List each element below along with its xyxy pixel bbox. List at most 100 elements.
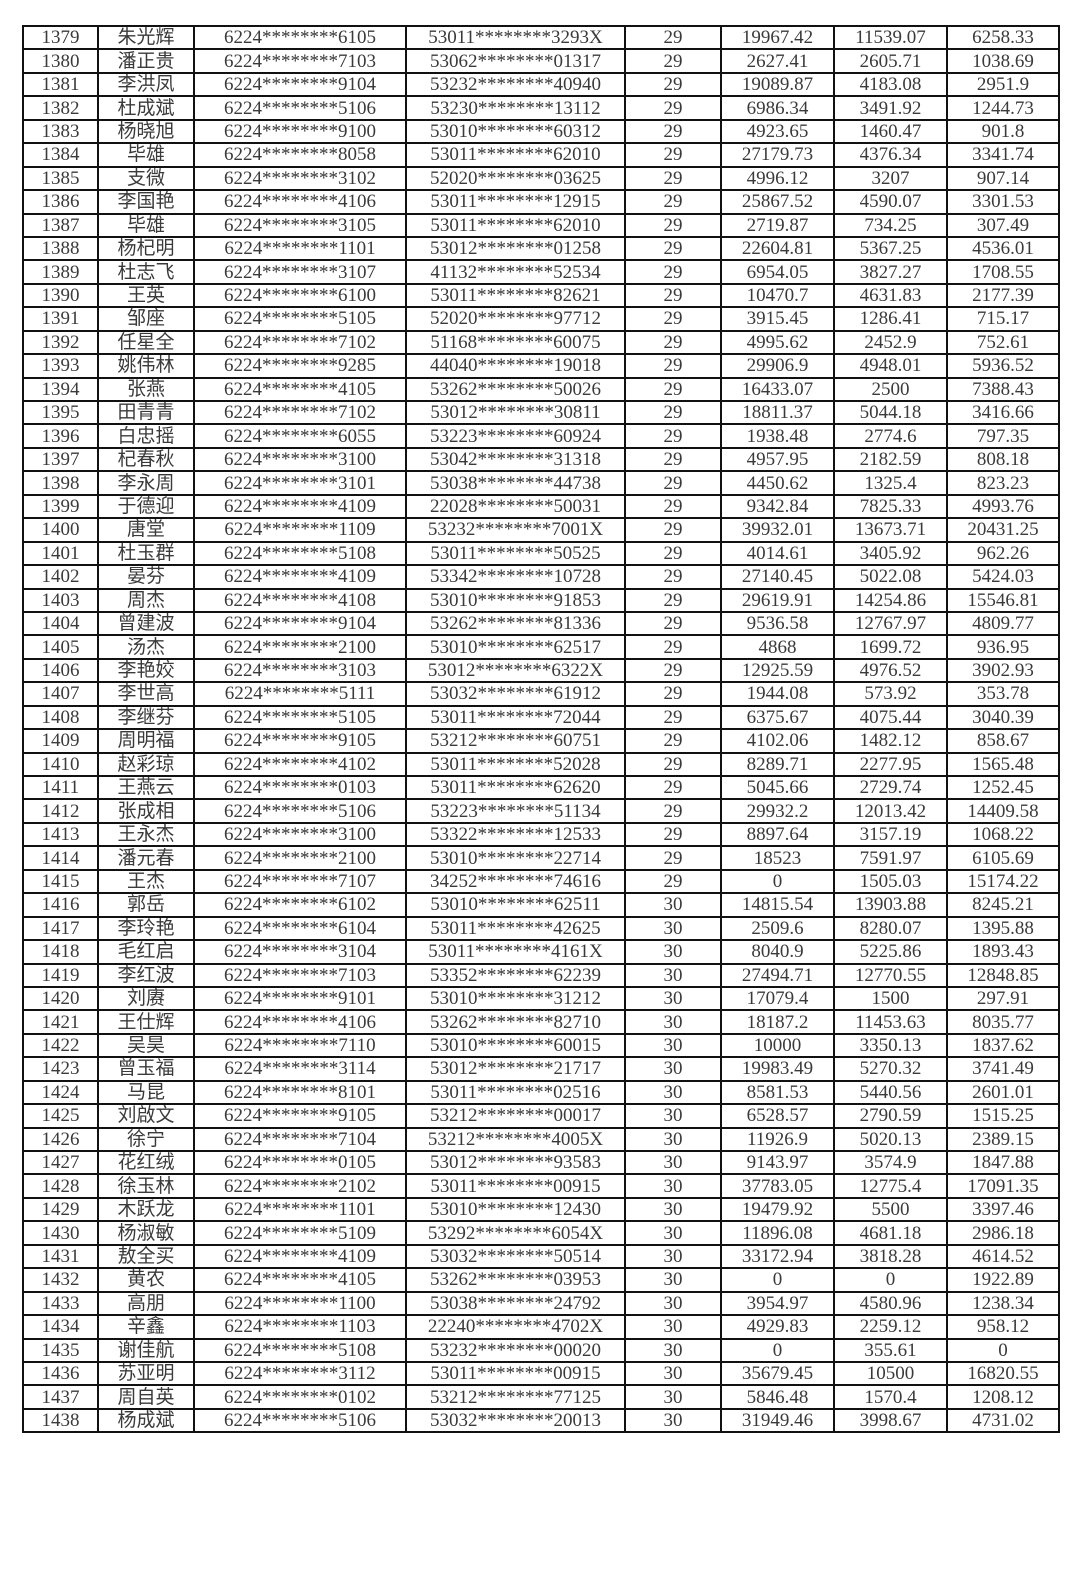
bank-card-cell: 6224********5105	[193, 704, 407, 731]
amount-3-cell: 16820.55	[946, 1360, 1060, 1387]
amount-2-cell: 355.61	[833, 1337, 948, 1363]
id-number-cell: 53010********12430	[405, 1196, 626, 1223]
row-number-cell: 1404	[22, 610, 99, 637]
table-row: 1417 李玲艳 6224********6104 53011********4262…	[22, 915, 1060, 942]
id-number-cell: 53011********82621	[405, 282, 626, 309]
row-number-cell: 1429	[22, 1196, 99, 1223]
amount-1-cell: 3915.45	[720, 306, 835, 332]
amount-3-cell: 1565.48	[946, 751, 1060, 778]
amount-1-cell: 4014.61	[720, 540, 835, 567]
row-number-cell: 1434	[22, 1314, 99, 1340]
id-number-cell: 53342********10728	[405, 564, 626, 590]
id-number-cell: 53262********03953	[405, 1267, 626, 1293]
amount-1-cell: 8289.71	[720, 751, 835, 778]
bank-card-cell: 6224********4102	[193, 751, 407, 778]
row-number-cell: 1424	[22, 1079, 99, 1106]
row-number-cell: 1435	[22, 1337, 99, 1363]
count-cell: 29	[624, 71, 722, 98]
bank-card-cell: 6224********5108	[193, 540, 407, 567]
amount-2-cell: 0	[833, 1267, 948, 1293]
name-cell: 李永周	[97, 470, 195, 496]
table-row: 1390 王英 6224********6100 53011********82621…	[22, 282, 1060, 309]
amount-1-cell: 39932.01	[720, 517, 835, 543]
amount-2-cell: 5270.32	[833, 1056, 948, 1082]
amount-1-cell: 10470.7	[720, 282, 835, 309]
amount-3-cell: 936.95	[946, 634, 1060, 660]
amount-2-cell: 8280.07	[833, 915, 948, 942]
table-row: 1395 田青青 6224********7102 53012********3081…	[22, 399, 1060, 426]
row-number-cell: 1428	[22, 1173, 99, 1199]
row-number-cell: 1412	[22, 798, 99, 824]
name-cell: 谢佳航	[97, 1337, 195, 1363]
amount-3-cell: 1068.22	[946, 821, 1060, 848]
id-number-cell: 53212********4005X	[405, 1126, 626, 1153]
bank-card-cell: 6224********5108	[193, 1337, 407, 1363]
id-number-cell: 53010********62517	[405, 634, 626, 660]
amount-2-cell: 3491.92	[833, 95, 948, 121]
row-number-cell: 1395	[22, 399, 99, 426]
id-number-cell: 53011********4161X	[405, 939, 626, 965]
amount-2-cell: 2182.59	[833, 446, 948, 473]
amount-2-cell: 4681.18	[833, 1220, 948, 1246]
id-number-cell: 53322********12533	[405, 821, 626, 848]
amount-2-cell: 2259.12	[833, 1314, 948, 1340]
bank-card-cell: 6224********3102	[193, 165, 407, 192]
count-cell: 29	[624, 142, 722, 168]
amount-1-cell: 6375.67	[720, 704, 835, 731]
id-number-cell: 53010********60312	[405, 118, 626, 145]
count-cell: 29	[624, 517, 722, 543]
table-row: 1396 白忠摇 6224********6055 53223********6092…	[22, 423, 1060, 449]
bank-card-cell: 6224********7103	[193, 48, 407, 74]
bank-card-cell: 6224********3104	[193, 939, 407, 965]
amount-3-cell: 1922.89	[946, 1267, 1060, 1293]
count-cell: 29	[624, 634, 722, 660]
count-cell: 29	[624, 493, 722, 520]
amount-1-cell: 4923.65	[720, 118, 835, 145]
id-number-cell: 53010********60015	[405, 1032, 626, 1059]
row-number-cell: 1406	[22, 657, 99, 684]
row-number-cell: 1415	[22, 868, 99, 895]
row-number-cell: 1422	[22, 1032, 99, 1059]
count-cell: 30	[624, 915, 722, 942]
count-cell: 30	[624, 1126, 722, 1153]
amount-1-cell: 25867.52	[720, 189, 835, 215]
amount-3-cell: 797.35	[946, 423, 1060, 449]
count-cell: 29	[624, 798, 722, 824]
amount-1-cell: 19983.49	[720, 1056, 835, 1082]
row-number-cell: 1405	[22, 634, 99, 660]
id-number-cell: 22028********50031	[405, 493, 626, 520]
amount-2-cell: 3574.9	[833, 1149, 948, 1176]
count-cell: 30	[624, 1079, 722, 1106]
name-cell: 毛红启	[97, 939, 195, 965]
row-number-cell: 1413	[22, 821, 99, 848]
bank-card-cell: 6224********1101	[193, 235, 407, 262]
name-cell: 木跃龙	[97, 1196, 195, 1223]
amount-2-cell: 4976.52	[833, 657, 948, 684]
bank-card-cell: 6224********9285	[193, 353, 407, 379]
table-row: 1386 李国艳 6224********4106 53011********1291…	[22, 189, 1060, 215]
amount-3-cell: 8245.21	[946, 892, 1060, 918]
row-number-cell: 1393	[22, 353, 99, 379]
amount-2-cell: 4075.44	[833, 704, 948, 731]
amount-2-cell: 12775.4	[833, 1173, 948, 1199]
amount-2-cell: 3998.67	[833, 1407, 948, 1434]
table-row: 1382 杜成斌 6224********5106 53230********1311…	[22, 95, 1060, 121]
amount-1-cell: 18811.37	[720, 399, 835, 426]
row-number-cell: 1396	[22, 423, 99, 449]
amount-2-cell: 4948.01	[833, 353, 948, 379]
name-cell: 李艳姣	[97, 657, 195, 684]
name-cell: 杞春秋	[97, 446, 195, 473]
data-table: 1379 朱光辉 6224********6105 53011********3293…	[22, 24, 1060, 1434]
row-number-cell: 1387	[22, 212, 99, 238]
table-row: 1385 支微 6224********3102 52020********03625…	[22, 165, 1060, 192]
row-number-cell: 1407	[22, 681, 99, 707]
count-cell: 29	[624, 306, 722, 332]
count-cell: 29	[624, 353, 722, 379]
count-cell: 30	[624, 1407, 722, 1434]
amount-1-cell: 29932.2	[720, 798, 835, 824]
table-row: 1408 李继芬 6224********5105 53011********7204…	[22, 704, 1060, 731]
row-number-cell: 1437	[22, 1384, 99, 1410]
bank-card-cell: 6224********5106	[193, 798, 407, 824]
id-number-cell: 22240********4702X	[405, 1314, 626, 1340]
amount-3-cell: 1708.55	[946, 259, 1060, 285]
